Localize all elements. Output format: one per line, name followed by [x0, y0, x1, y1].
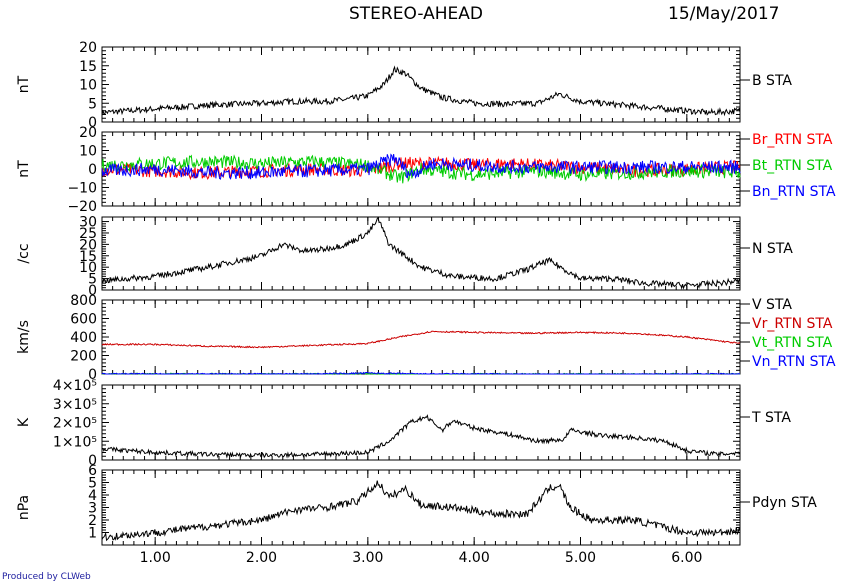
legend-entry: Bn_RTN STA	[752, 184, 836, 200]
y-tick-label: 3×10⁵	[53, 397, 97, 413]
y-tick-label: 10	[79, 78, 97, 94]
y-tick-label: 800	[70, 293, 97, 309]
series-line-vr-rtn-sta	[101, 330, 741, 349]
y-tick-label: 25	[79, 226, 97, 242]
y-tick-label: 20	[79, 40, 97, 56]
legend-entry: N STA	[752, 241, 793, 257]
legend-entry: T STA	[751, 410, 791, 426]
y-tick-label: 4×10⁵	[53, 378, 97, 394]
y-tick-label: 6	[88, 463, 97, 479]
y-tick-label: 0	[88, 453, 97, 469]
series-line-n-sta	[101, 216, 741, 290]
panel-frame	[101, 384, 741, 461]
y-axis-label: nPa	[16, 495, 32, 520]
series-line-vn-rtn-sta	[101, 371, 741, 375]
legend-entry: B STA	[752, 73, 792, 89]
y-tick-label: 10	[79, 260, 97, 276]
series-line-b-sta	[101, 65, 741, 117]
y-tick-label: 3	[88, 501, 97, 517]
y-tick-label: 1	[88, 526, 97, 542]
y-tick-label: 2	[88, 513, 97, 529]
y-tick-label: 1×10⁵	[53, 434, 97, 450]
y-tick-label: 0	[88, 162, 97, 178]
legend-entry: Pdyn STA	[752, 495, 817, 511]
legend-entry: Vt_RTN STA	[752, 335, 833, 351]
y-tick-label: −10	[67, 181, 97, 197]
x-tick-label: 6.00	[671, 550, 702, 566]
x-tick-label: 2.00	[246, 550, 277, 566]
legend-entry: Br_RTN STA	[752, 132, 833, 148]
y-tick-label: 5	[88, 272, 97, 288]
legend-entry: Bt_RTN STA	[752, 158, 833, 174]
y-tick-label: −20	[67, 199, 97, 215]
y-tick-label: 4	[88, 488, 97, 504]
y-tick-label: 10	[79, 144, 97, 160]
y-tick-label: 15	[79, 59, 97, 75]
y-tick-label: 600	[70, 312, 97, 328]
y-tick-label: 0	[88, 367, 97, 383]
panel-frame	[101, 299, 741, 375]
y-tick-label: 0	[88, 283, 97, 299]
series-line-bn-rtn-sta	[101, 153, 741, 180]
y-tick-label: 0	[88, 115, 97, 131]
panel-frame	[101, 46, 741, 123]
y-tick-label: 400	[70, 330, 97, 346]
y-axis-label: nT	[16, 75, 32, 93]
series-line-pdyn-sta	[101, 480, 741, 542]
y-tick-label: 15	[79, 249, 97, 265]
x-tick-label: 1.00	[140, 550, 171, 566]
y-tick-label: 20	[79, 125, 97, 141]
series-line-br-rtn-sta	[101, 155, 741, 181]
x-tick-label: 4.00	[459, 550, 490, 566]
panel-frame	[101, 216, 741, 291]
x-tick-label: 3.00	[352, 550, 383, 566]
footer-credit: Produced by CLWeb	[2, 572, 91, 582]
x-tick-label: 5.00	[565, 550, 596, 566]
y-axis-label: /cc	[16, 243, 32, 263]
legend-entry: Vn_RTN STA	[752, 354, 836, 370]
chart-date: 15/May/2017	[668, 4, 780, 24]
y-axis-label: nT	[16, 160, 32, 178]
y-tick-label: 5	[88, 96, 97, 112]
y-tick-label: 200	[70, 349, 97, 365]
series-line-t-sta	[101, 414, 741, 459]
y-axis-label: km/s	[16, 320, 32, 354]
y-tick-label: 30	[79, 215, 97, 231]
y-tick-label: 5	[88, 476, 97, 492]
chart-title: STEREO-AHEAD	[349, 4, 483, 24]
y-axis-label: K	[16, 417, 32, 427]
y-tick-label: 2×10⁵	[53, 416, 97, 432]
legend-entry: Vr_RTN STA	[752, 316, 833, 332]
legend-entry: V STA	[752, 297, 792, 313]
y-tick-label: 20	[79, 237, 97, 253]
